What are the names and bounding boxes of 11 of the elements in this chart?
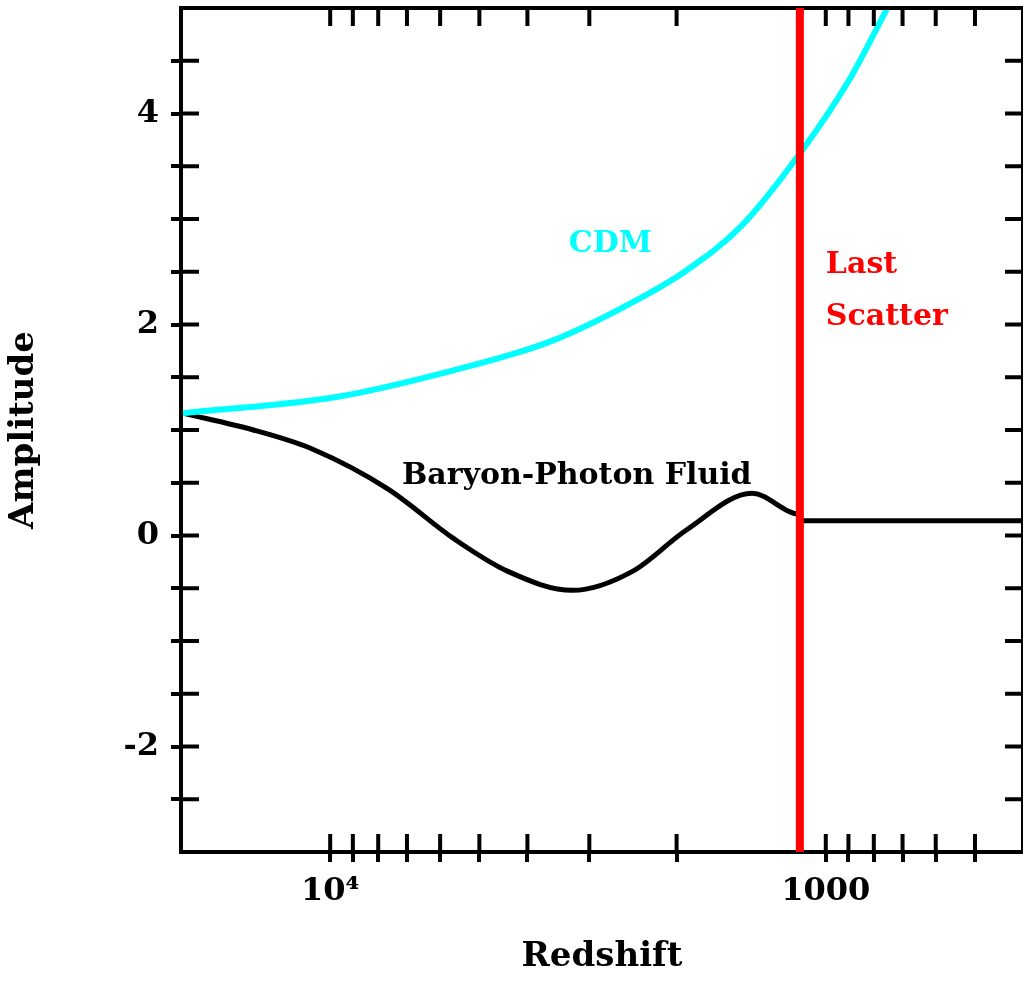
x-tick-label: 1000 [781, 869, 871, 908]
y-tick-label: 0 [136, 513, 159, 552]
y-axis-title: Amplitude [1, 331, 42, 530]
y-tick-label: -2 [123, 724, 159, 763]
x-axis-title: Redshift [521, 934, 683, 975]
ref-line-label: Last Scatter [825, 245, 950, 333]
x-tick-label: 10⁴ [300, 869, 360, 908]
y-tick-label: 2 [136, 302, 159, 341]
series-label: CDM [568, 224, 652, 260]
series-label: Baryon-Photon Fluid [401, 456, 752, 492]
y-tick-label: 4 [136, 91, 159, 130]
